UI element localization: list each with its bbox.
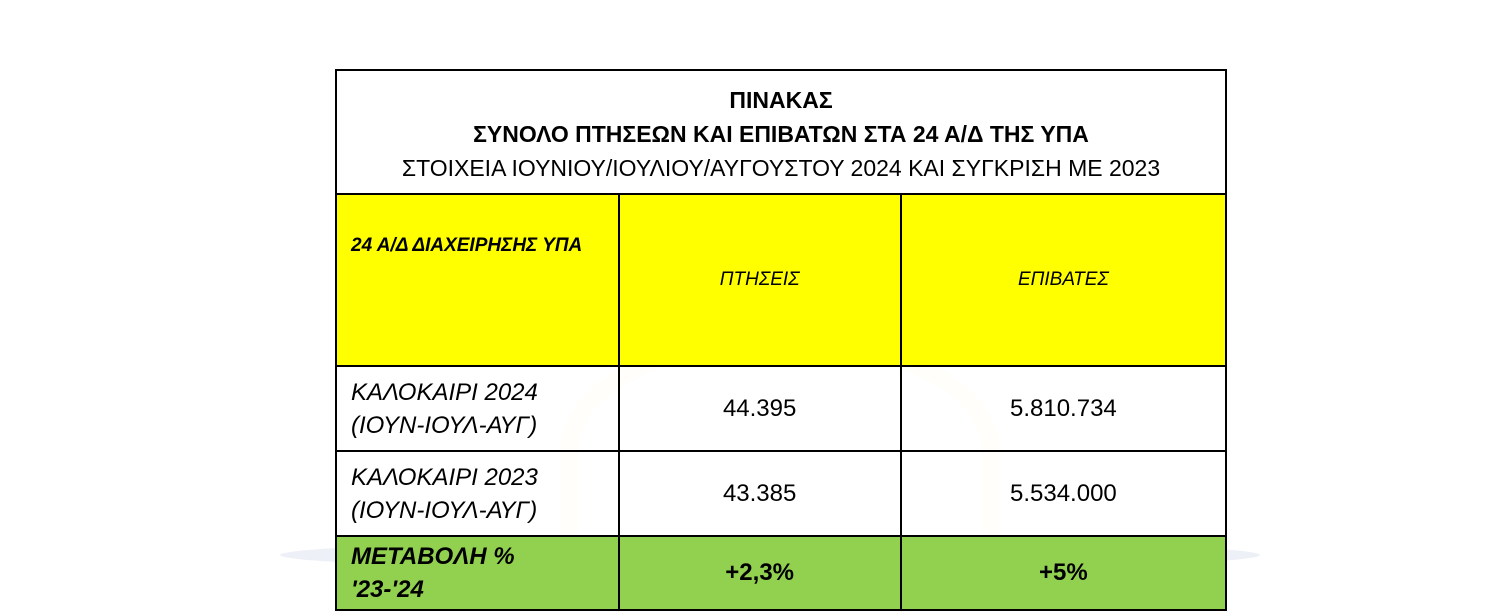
label-line: ΜΕΤΑΒΟΛΗ % — [351, 543, 515, 570]
title-line: ΣΥΝΟΛΟ ΠΤΗΣΕΩΝ ΚΑΙ ΕΠΙΒΑΤΩΝ ΣΤΑ 24 Α/Δ Τ… — [473, 121, 1089, 147]
label-line: ΚΑΛΟΚΑΙΡΙ 2023 — [351, 463, 538, 491]
label-line: ΚΑΛΟΚΑΙΡΙ 2024 — [351, 378, 538, 406]
row-label: ΜΕΤΑΒΟΛΗ % '23-'24 — [335, 535, 620, 611]
page: ΠΙΝΑΚΑΣ ΣΥΝΟΛΟ ΠΤΗΣΕΩΝ ΚΑΙ ΕΠΙΒΑΤΩΝ ΣΤΑ … — [280, 69, 1260, 611]
header-cell: ΠΤΗΣΕΙΣ — [617, 193, 902, 367]
label-line: (ΙΟΥΝ-ΙΟΥΛ-ΑΥΓ) — [351, 411, 538, 439]
row-label: ΚΑΛΟΚΑΙΡΙ 2024 (ΙΟΥΝ-ΙΟΥΛ-ΑΥΓ) — [335, 365, 620, 452]
title-line: ΣΤΟΙΧΕΙΑ ΙΟΥΝΙΟΥ/ΙΟΥΛΙΟΥ/ΑΥΓΟΥΣΤΟΥ 2024 … — [401, 155, 1161, 181]
summary-table: ΠΙΝΑΚΑΣ ΣΥΝΟΛΟ ΠΤΗΣΕΩΝ ΚΑΙ ΕΠΙΒΑΤΩΝ ΣΤΑ … — [335, 69, 1228, 611]
cell: +2,3% — [617, 535, 902, 611]
cell: 44.395 — [617, 365, 902, 452]
label-line: (ΙΟΥΝ-ΙΟΥΛ-ΑΥΓ) — [351, 496, 538, 524]
cell: +5% — [899, 535, 1228, 611]
cell: 43.385 — [617, 450, 902, 537]
header-cell: ΕΠΙΒΑΤΕΣ — [899, 193, 1228, 367]
title-line: ΠΙΝΑΚΑΣ — [729, 87, 833, 113]
cell: 5.810.734 — [899, 365, 1228, 452]
header-cell: 24 Α/Δ ΔΙΑΧΕΙΡΗΣΗΣ ΥΠΑ — [335, 193, 620, 367]
cell: 5.534.000 — [899, 450, 1228, 537]
row-label: ΚΑΛΟΚΑΙΡΙ 2023 (ΙΟΥΝ-ΙΟΥΛ-ΑΥΓ) — [335, 450, 620, 537]
title-cell: ΠΙΝΑΚΑΣ ΣΥΝΟΛΟ ΠΤΗΣΕΩΝ ΚΑΙ ΕΠΙΒΑΤΩΝ ΣΤΑ … — [335, 69, 1227, 195]
